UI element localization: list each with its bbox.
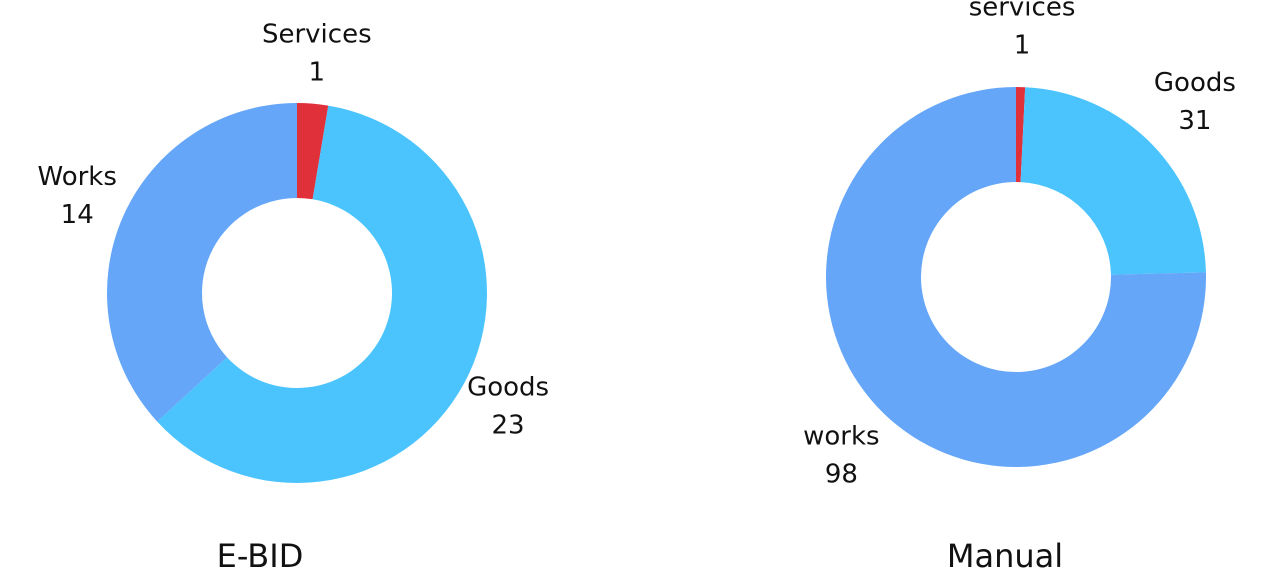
chart-title: E-BID <box>217 537 304 575</box>
donut-slice <box>1020 87 1206 275</box>
slice-label: Services <box>262 19 372 49</box>
slice-value: 1 <box>309 57 326 87</box>
slice-label: Goods <box>467 373 549 403</box>
chart-title: Manual <box>947 537 1063 575</box>
slice-value: 1 <box>1014 31 1031 61</box>
slice-value: 31 <box>1178 106 1211 136</box>
donut-slice <box>1016 87 1026 183</box>
slice-label: Goods <box>1154 68 1236 98</box>
slice-label: Works <box>38 162 117 192</box>
slice-value: 98 <box>825 459 858 489</box>
donut-slice <box>297 103 329 200</box>
slice-value: 14 <box>61 200 94 230</box>
donut-slice <box>157 105 487 483</box>
slice-label: works <box>803 421 879 451</box>
slice-value: 23 <box>492 411 525 441</box>
donut-slice <box>106 103 297 422</box>
donut-slice <box>826 87 1206 467</box>
slice-label: services <box>969 0 1076 23</box>
